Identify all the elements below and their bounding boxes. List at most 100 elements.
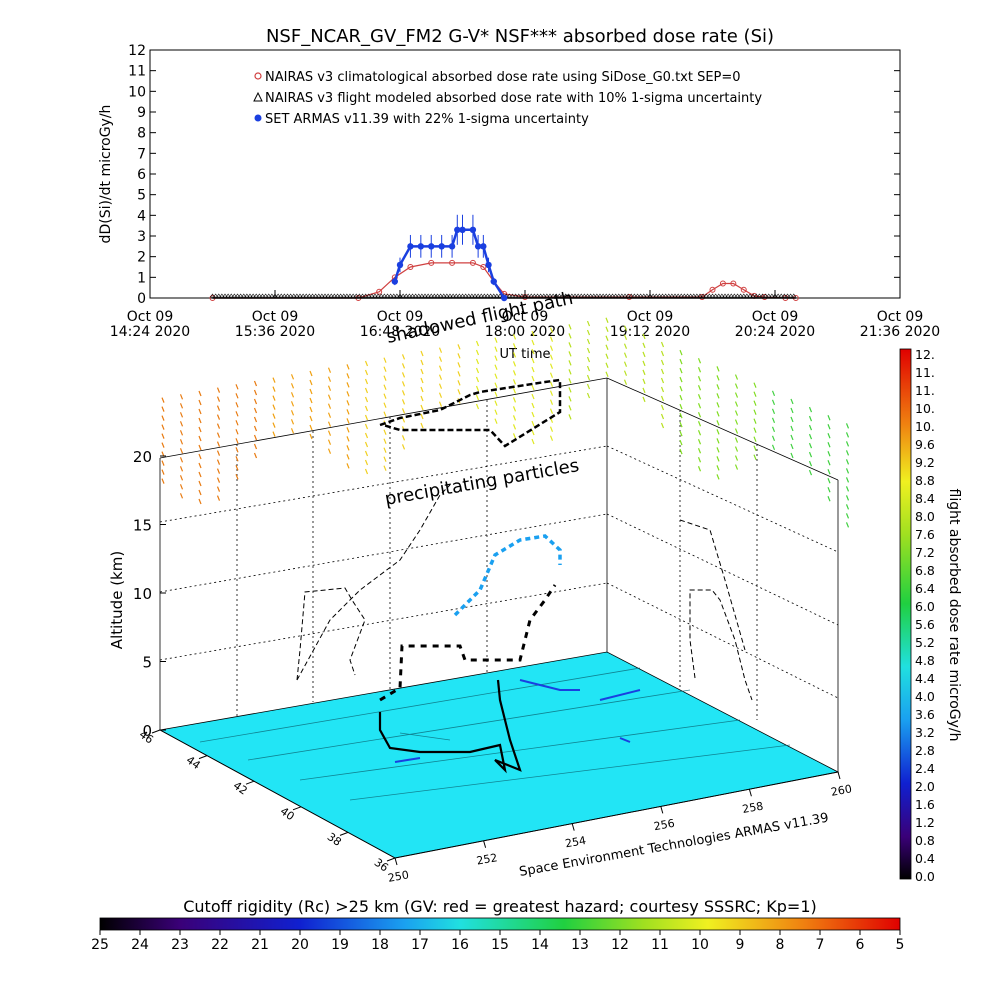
- particle-arrow: [716, 456, 720, 462]
- data-point: [616, 293, 622, 298]
- particle-arrow: [420, 422, 424, 429]
- rigidity-tick-label: 15: [491, 937, 509, 953]
- particle-arrow: [364, 378, 369, 385]
- particle-arrow: [420, 368, 424, 375]
- particle-arrow: [327, 439, 332, 445]
- data-point: [641, 293, 647, 298]
- particle-arrow: [642, 342, 646, 349]
- dose-colorbar-tick: 6.0: [915, 599, 935, 614]
- data-point: [659, 293, 666, 298]
- data-point: [766, 293, 772, 298]
- particle-arrow: [235, 402, 239, 408]
- top-series-layer: [209, 214, 799, 302]
- data-point: [291, 293, 297, 298]
- particle-arrow: [161, 442, 165, 448]
- particle-arrow: [383, 402, 387, 408]
- latitude-tick-label: 40: [278, 805, 297, 824]
- particle-arrow: [697, 358, 702, 364]
- particle-arrow: [531, 393, 535, 400]
- particle-arrow: [494, 373, 498, 379]
- data-point: [488, 293, 494, 298]
- data-point: [516, 293, 522, 298]
- particle-arrow: [216, 414, 221, 420]
- particle-arrow: [198, 435, 202, 442]
- dose-colorbar-tick: 11.: [915, 365, 935, 380]
- data-point: [225, 293, 231, 298]
- legend-marker: [254, 72, 262, 80]
- particle-arrow: [586, 338, 591, 345]
- data-point: [697, 293, 703, 298]
- data-point: [309, 293, 316, 298]
- particle-arrow: [198, 426, 202, 433]
- data-point: [375, 293, 381, 298]
- data-point: [453, 293, 459, 298]
- particle-arrow: [716, 429, 720, 435]
- top-legend: NAIRAS v3 climatological absorbed dose r…: [253, 70, 762, 127]
- data-point: [534, 293, 541, 298]
- data-point: [447, 293, 453, 298]
- altitude-tick-label: 10: [133, 585, 152, 603]
- particle-arrow: [438, 401, 443, 407]
- particle-arrow: [605, 326, 609, 332]
- particle-arrow: [790, 425, 794, 432]
- particle-arrow: [290, 401, 295, 407]
- particle-arrow: [346, 400, 350, 406]
- data-point: [234, 293, 241, 298]
- particle-arrow: [216, 441, 221, 447]
- particle-arrow: [346, 454, 350, 460]
- data-point: [730, 280, 737, 287]
- particle-arrow: [179, 457, 184, 463]
- particle-arrow: [531, 357, 535, 364]
- data-point: [406, 293, 412, 298]
- latitude-tick-mark: [245, 780, 255, 785]
- particle-arrow: [364, 450, 369, 457]
- data-point: [603, 293, 609, 298]
- dose-colorbar-tick: 11.: [915, 383, 935, 398]
- latitude-tick-label: 46: [137, 728, 156, 747]
- particle-arrow: [790, 398, 794, 405]
- particle-arrow: [364, 441, 369, 448]
- latitude-tick-label: 44: [184, 753, 203, 772]
- particle-arrow: [235, 384, 239, 390]
- particle-arrow: [198, 480, 202, 487]
- particle-arrow: [642, 369, 646, 376]
- particle-arrow: [327, 367, 332, 373]
- data-point: [791, 293, 797, 298]
- particle-arrow: [549, 408, 554, 414]
- data-point: [376, 288, 383, 295]
- particle-arrow: [235, 420, 239, 426]
- particle-arrow: [697, 466, 702, 472]
- particle-arrow: [808, 433, 813, 440]
- particle-arrow: [216, 423, 221, 429]
- particle-arrow: [161, 415, 165, 421]
- particle-arrow: [753, 391, 757, 397]
- data-point: [706, 293, 712, 298]
- data-point: [569, 293, 575, 298]
- particle-arrow: [327, 448, 332, 454]
- longitude-tick-label: 258: [741, 800, 764, 816]
- particle-arrow: [660, 368, 665, 375]
- data-point: [247, 293, 253, 298]
- particle-arrow: [512, 343, 517, 349]
- y-tick-label: 7: [137, 146, 146, 162]
- particle-arrow: [808, 424, 813, 431]
- particle-arrow: [346, 373, 350, 379]
- particle-arrow: [697, 421, 702, 427]
- particle-arrow: [364, 414, 369, 421]
- particle-arrow: [401, 372, 406, 378]
- particle-arrow: [216, 495, 221, 501]
- dose-colorbar-tick: 1.6: [915, 797, 935, 812]
- particle-arrow: [494, 346, 498, 352]
- data-point: [713, 293, 719, 298]
- data-point: [525, 293, 531, 298]
- particle-arrow: [734, 383, 739, 389]
- data-point: [597, 293, 603, 298]
- data-point: [519, 293, 525, 298]
- particle-arrow: [753, 418, 757, 424]
- data-point: [619, 293, 625, 298]
- top-chart-title: NSF_NCAR_GV_FM2 G-V* NSF*** absorbed dos…: [266, 26, 774, 47]
- latitude-tick-mark: [151, 729, 161, 734]
- data-point: [407, 264, 414, 270]
- data-point: [241, 293, 247, 298]
- particle-arrow: [198, 417, 202, 424]
